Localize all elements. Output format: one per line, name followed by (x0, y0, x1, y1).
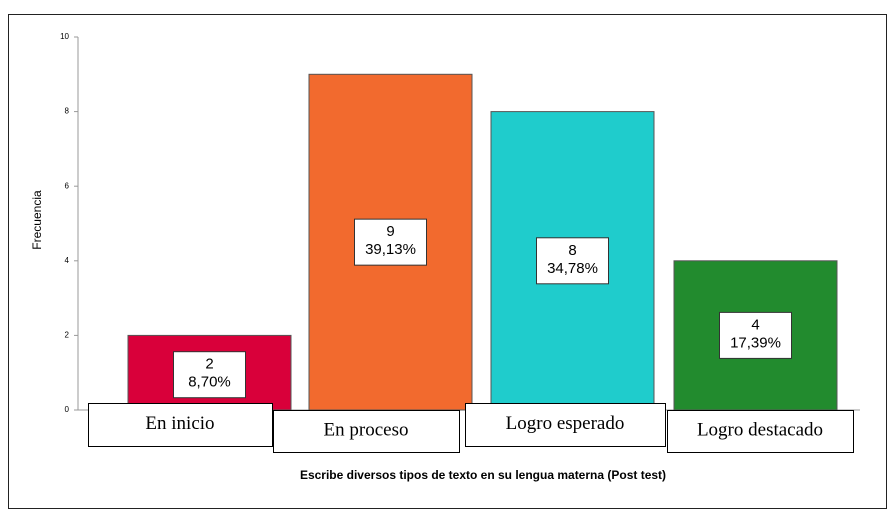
y-tick-label: 8 (65, 107, 70, 116)
data-label-box (354, 218, 427, 266)
y-tick-label: 10 (60, 32, 69, 41)
data-label-percent: 17,39% (730, 334, 781, 351)
data-label-box (173, 351, 246, 399)
y-tick-label: 6 (65, 181, 70, 190)
x-tick-label: En proceso (324, 419, 409, 440)
data-label-percent: 34,78% (547, 260, 598, 277)
data-label-percent: 39,13% (365, 241, 416, 258)
data-label-box (719, 311, 792, 359)
data-label-count: 2 (205, 356, 213, 373)
data-label-count: 4 (751, 316, 759, 333)
y-tick-label: 0 (65, 405, 70, 414)
data-label-percent: 8,70% (188, 374, 231, 391)
category-box (465, 403, 666, 447)
data-label-count: 8 (568, 242, 576, 259)
category-box (667, 410, 854, 453)
x-tick-label: Logro destacado (697, 419, 823, 440)
x-axis-label: Escribe diversos tipos de texto en su le… (300, 468, 666, 482)
x-tick-label: Logro esperado (506, 413, 625, 434)
data-label-count: 9 (386, 223, 394, 240)
y-tick-label: 4 (65, 256, 70, 265)
data-label-box (536, 237, 609, 285)
y-tick-label: 2 (65, 331, 70, 340)
x-tick-label: En inicio (145, 413, 214, 434)
category-box (273, 410, 460, 453)
y-axis-label: Frecuencia (30, 190, 44, 250)
category-box (88, 403, 273, 447)
